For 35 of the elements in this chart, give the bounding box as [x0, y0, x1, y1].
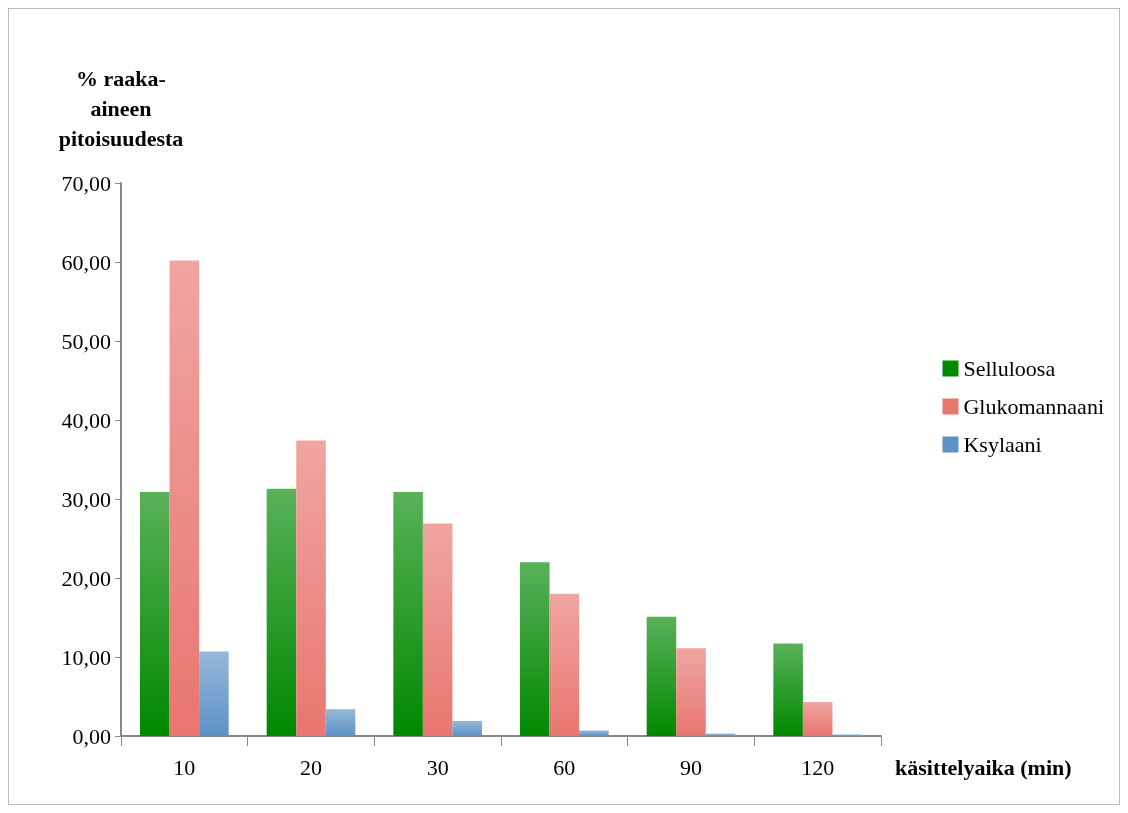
y-tick-label: 40,00 [61, 407, 111, 433]
bar [393, 491, 423, 736]
bar [199, 651, 229, 736]
x-tick-label: 90 [680, 754, 702, 780]
x-tick-label: 60 [553, 754, 576, 780]
bar [422, 523, 453, 736]
bar [296, 440, 326, 736]
legend-label: Glukomannaani [963, 394, 1105, 419]
bar [802, 702, 833, 736]
x-tick-label: 120 [801, 754, 835, 780]
y-tick-label: 50,00 [61, 328, 111, 354]
y-tick-label: 0,00 [72, 723, 111, 749]
legend-label: Ksylaani [963, 432, 1042, 457]
bar [579, 730, 609, 736]
bar [325, 709, 356, 736]
y-tick-label: 20,00 [61, 565, 111, 591]
x-tick-label: 10 [173, 754, 196, 780]
bar [549, 593, 580, 736]
y-tick-label: 30,00 [61, 486, 111, 512]
bar [676, 648, 706, 736]
bar [773, 643, 803, 736]
y-axis-title: % raaka- aineen pitoisuudesta [58, 65, 184, 151]
legend-label: Selluloosa [963, 356, 1056, 381]
bar [140, 491, 170, 736]
x-tick-label: 30 [426, 754, 449, 780]
x-tick-label: 20 [300, 754, 322, 780]
bar [452, 720, 482, 736]
bar [266, 488, 297, 736]
bar [520, 562, 550, 736]
y-tick-label: 70,00 [61, 170, 111, 196]
x-axis-title: käsittelyaika (min) [895, 754, 1072, 780]
bar [169, 260, 200, 736]
y-tick-label: 10,00 [61, 644, 111, 670]
y-tick-label: 60,00 [61, 249, 111, 275]
bar [646, 616, 677, 736]
